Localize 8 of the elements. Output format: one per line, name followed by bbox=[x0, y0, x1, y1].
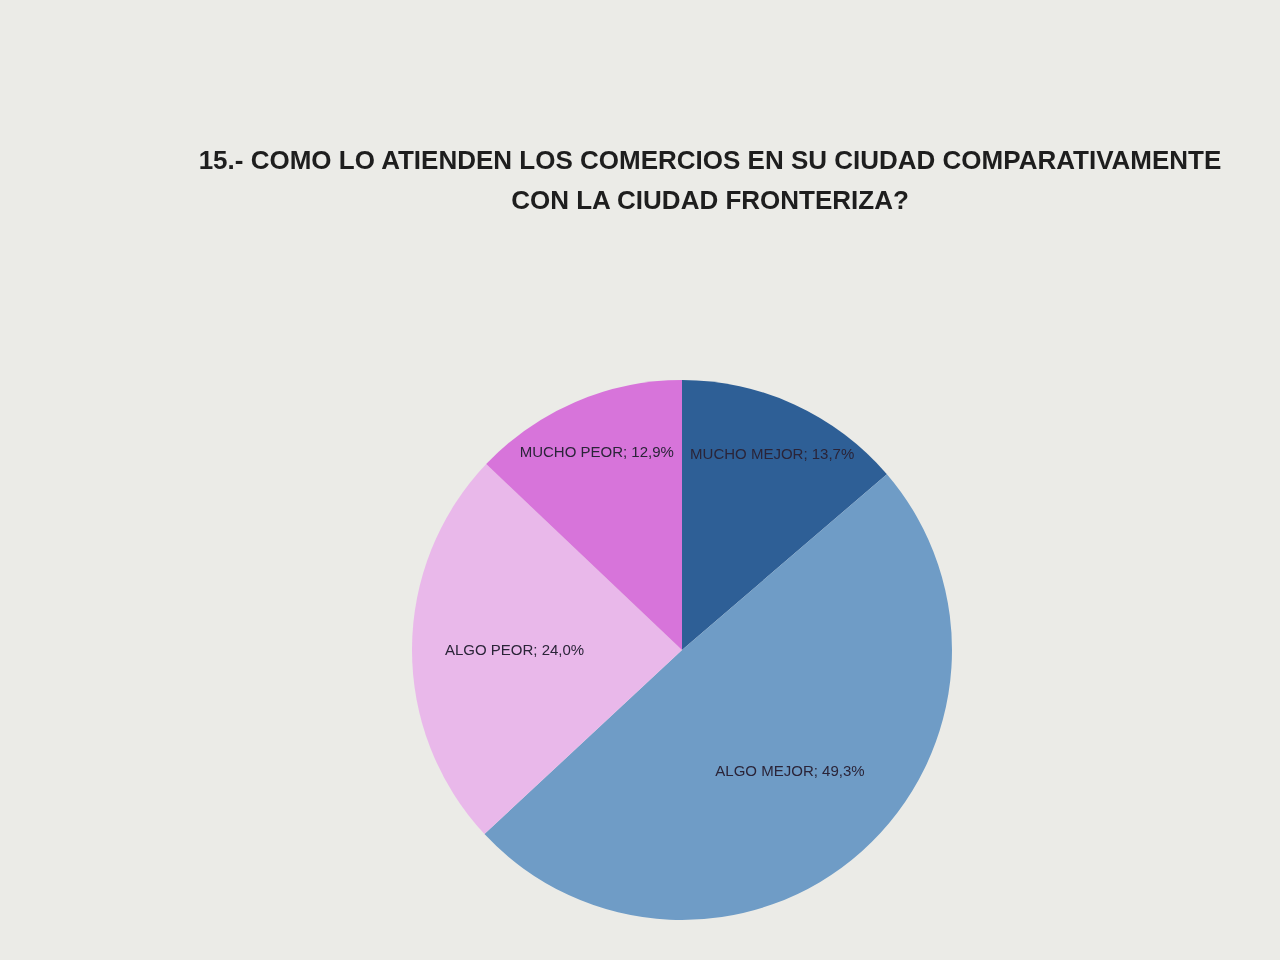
pie-slice bbox=[484, 474, 952, 920]
slice-label: MUCHO MEJOR; 13,7% bbox=[690, 445, 855, 463]
pie-slice bbox=[682, 380, 887, 650]
chart-title: 15.- COMO LO ATIENDEN LOS COMERCIOS EN SU CIUDAD COMPARATIVAMENTE CON LA CIUDAD FRONTERIZA? bbox=[197, 144, 1223, 217]
slice-label: ALGO MEJOR; 49,3% bbox=[715, 762, 865, 780]
slice-label: MUCHO PEOR; 12,9% bbox=[519, 443, 674, 461]
pie-slice bbox=[412, 464, 682, 835]
slice-label: ALGO PEOR; 24,0% bbox=[444, 640, 585, 658]
